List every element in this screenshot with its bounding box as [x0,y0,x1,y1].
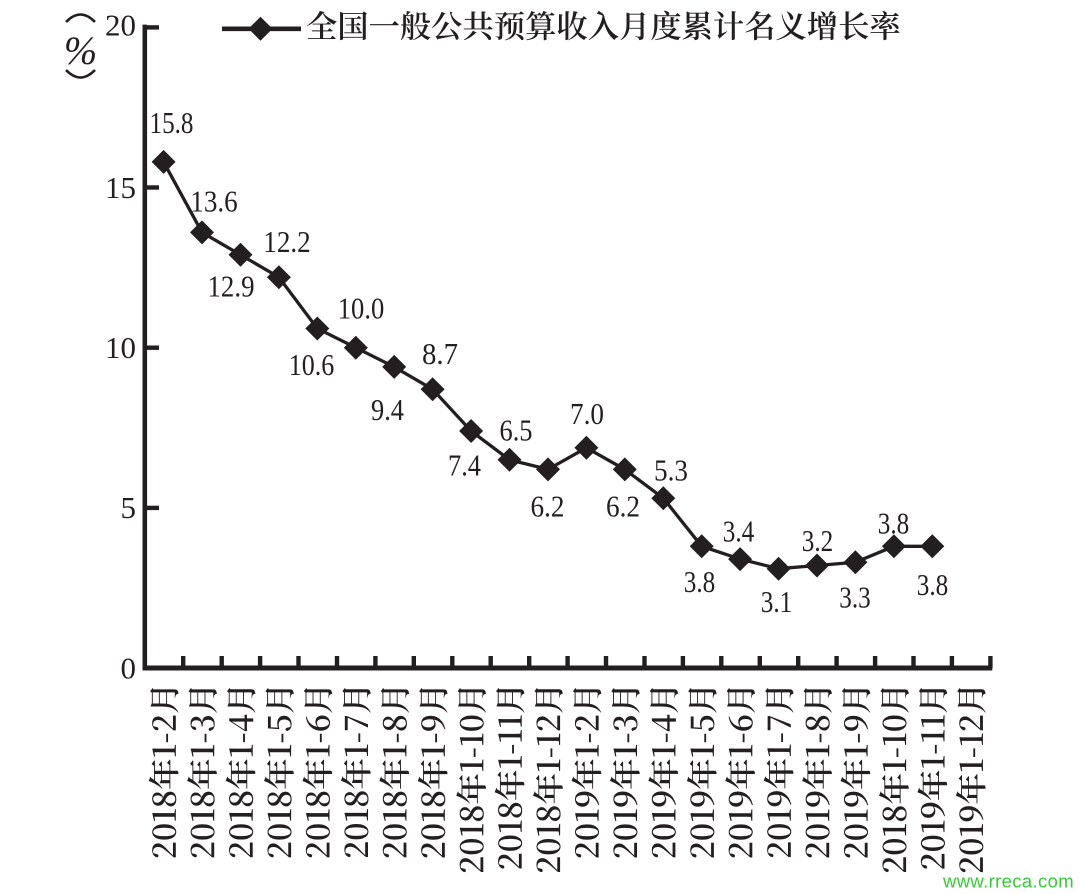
svg-text:10: 10 [105,330,136,365]
svg-text:3.3: 3.3 [839,580,871,615]
svg-text:%: % [64,28,97,73]
svg-text:10.0: 10.0 [338,291,385,326]
svg-text:www.rreca.com: www.rreca.com [942,871,1074,892]
svg-text:10.6: 10.6 [289,347,335,382]
svg-text:3.8: 3.8 [684,564,716,599]
svg-text:9.4: 9.4 [371,392,404,427]
svg-text:5.3: 5.3 [654,453,688,488]
svg-text:6.2: 6.2 [531,489,565,524]
svg-text:3.8: 3.8 [878,506,910,541]
svg-text:3.8: 3.8 [917,567,949,602]
svg-text:13.6: 13.6 [190,184,238,219]
svg-text:6.5: 6.5 [500,413,533,448]
svg-text:3.4: 3.4 [723,514,755,549]
svg-text:6.2: 6.2 [606,489,640,524]
svg-text:7.4: 7.4 [448,448,481,483]
svg-text:8.7: 8.7 [422,336,458,371]
svg-text:12.2: 12.2 [263,224,311,259]
svg-text:7.0: 7.0 [570,396,604,431]
svg-text:20: 20 [105,8,136,43]
svg-text:15: 15 [105,170,136,205]
svg-text:15.8: 15.8 [150,105,194,140]
svg-text:3.2: 3.2 [802,523,834,558]
svg-text:3.1: 3.1 [761,584,793,619]
svg-text:0: 0 [121,650,137,685]
svg-text:5: 5 [121,490,137,525]
svg-text:12.9: 12.9 [208,269,255,304]
